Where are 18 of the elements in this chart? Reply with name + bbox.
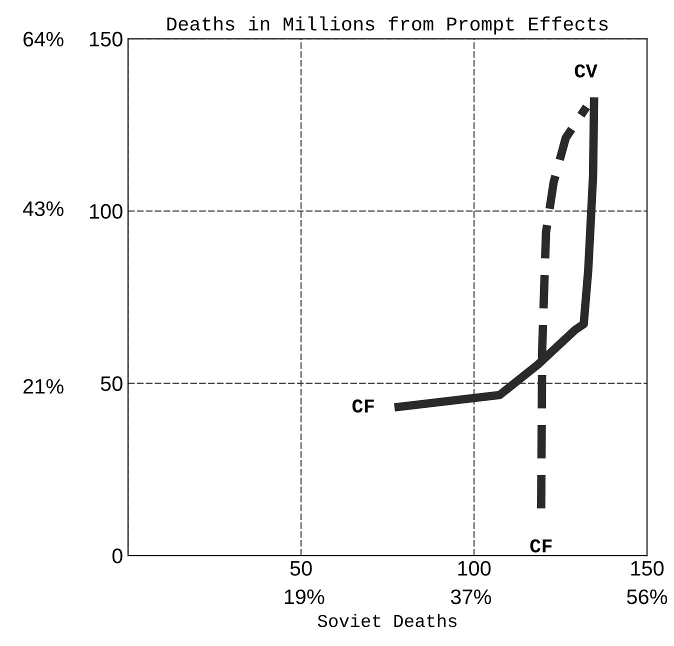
x2-tick-label: 19% <box>284 589 324 604</box>
y-tick-label: 150 <box>90 32 122 47</box>
x-axis-title: Soviet Deaths <box>318 614 456 628</box>
y-tick-label: 50 <box>100 376 122 392</box>
y2-tick-label: 43% <box>22 201 64 216</box>
y2-tick-label: 64% <box>24 32 64 47</box>
x-tick-label: 100 <box>458 560 491 576</box>
x2-tick-label: 37% <box>450 589 492 604</box>
annotation: CF <box>352 399 374 413</box>
y-tick-label: 0 <box>112 548 122 564</box>
x-tick-label: 50 <box>290 560 312 576</box>
annotation: CF <box>530 539 552 552</box>
y-tick-label: 100 <box>90 204 122 219</box>
annotation: CV <box>574 64 598 78</box>
x-tick-label: 150 <box>631 560 664 576</box>
chart-title: Deaths in Millions from Prompt Effects <box>167 16 608 34</box>
x2-tick-label: 56% <box>627 589 668 604</box>
y2-tick-label: 21% <box>24 378 64 394</box>
